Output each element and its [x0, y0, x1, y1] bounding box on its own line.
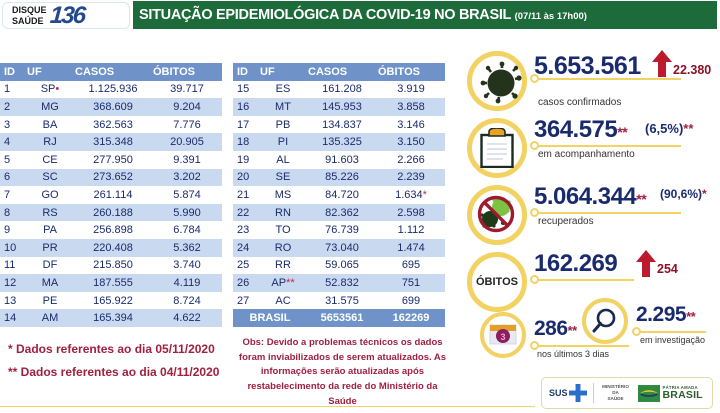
svg-text:3: 3 — [500, 332, 505, 342]
